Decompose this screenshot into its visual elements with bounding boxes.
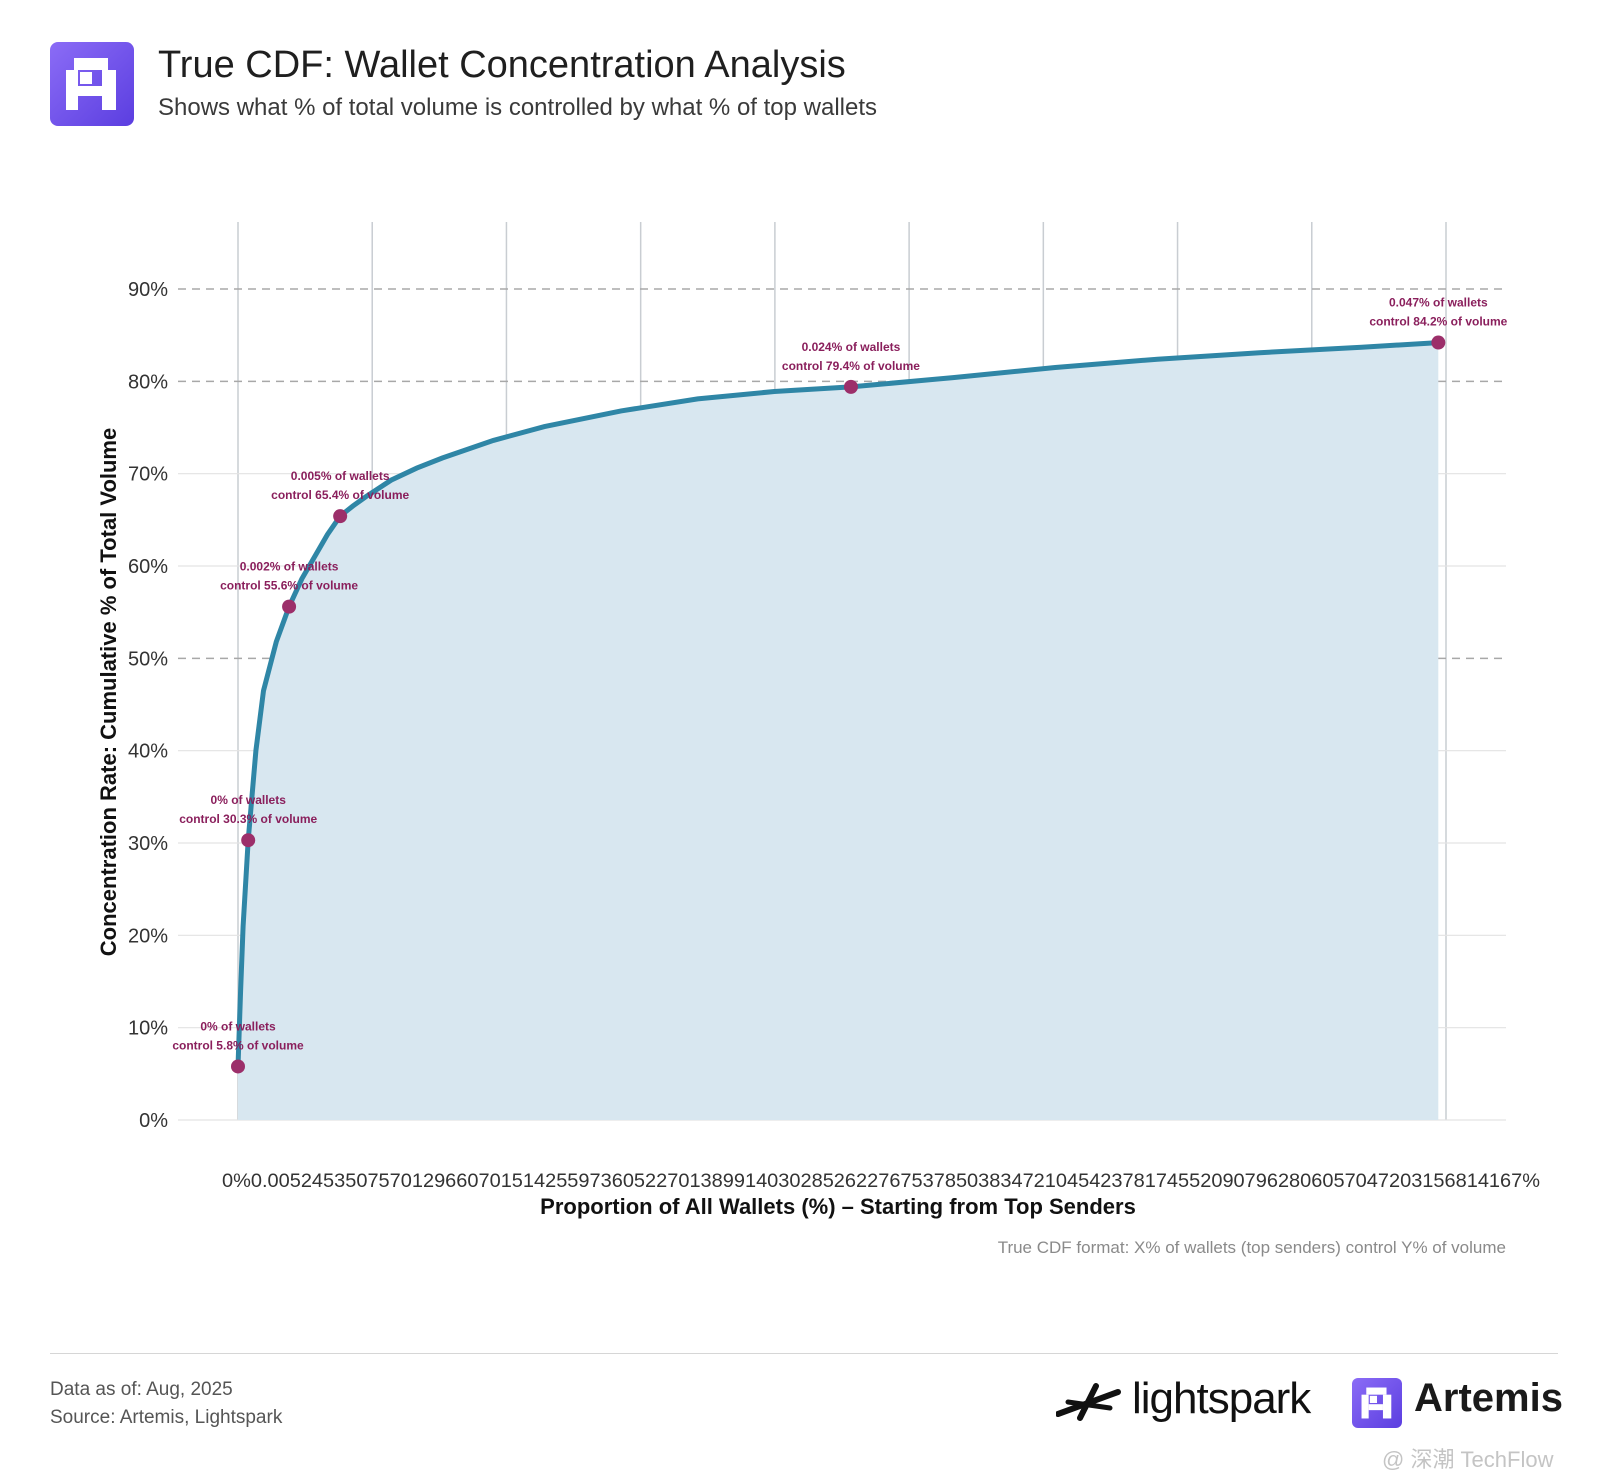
x-axis-tick-labels: 0%0.005245350757012966070151425597360522…: [222, 1171, 1540, 1192]
artemis-logo-icon: [50, 42, 134, 126]
watermark: @ 深潮 TechFlow: [1382, 1447, 1554, 1472]
highlight-point: [282, 599, 297, 614]
y-tick-label: 20%: [128, 925, 168, 947]
highlight-points: [231, 335, 1446, 1074]
y-tick-label: 30%: [128, 833, 168, 855]
y-tick-label: 60%: [128, 556, 168, 578]
footer-info: Data as of: Aug, 2025 Source: Artemis, L…: [50, 1376, 282, 1432]
y-axis-label: Concentration Rate: Cumulative % of Tota…: [96, 428, 121, 956]
x-axis-label: Proportion of All Wallets (%) – Starting…: [540, 1194, 1136, 1219]
cdf-chart: 0% 10% 20% 30% 40% 50% 60% 70% 80% 90% 0% of wall…: [96, 222, 1540, 1257]
point-annotation-line2: control 30.3% of volume: [179, 812, 317, 826]
y-tick-label: 0%: [139, 1110, 168, 1132]
y-tick-label: 90%: [128, 279, 168, 301]
point-annotation-line1: 0.047% of wallets: [1389, 296, 1488, 310]
footer-divider: [50, 1353, 1558, 1354]
annotations: 0% of wallets control 5.8% of volume 0% of…: [172, 296, 1507, 1053]
point-annotation-line1: 0% of wallets: [200, 1019, 276, 1033]
lightspark-wordmark: lightspark: [1132, 1374, 1311, 1423]
point-annotation-line2: control 84.2% of volume: [1369, 315, 1507, 329]
point-annotation-line2: control 79.4% of volume: [782, 359, 920, 373]
point-annotation-line1: 0% of wallets: [211, 793, 287, 807]
y-tick-label: 50%: [128, 648, 168, 670]
chart-note: True CDF format: X% of wallets (top send…: [998, 1238, 1506, 1257]
point-annotation-line2: control 5.8% of volume: [172, 1038, 304, 1052]
data-as-of: Data as of: Aug, 2025: [50, 1379, 233, 1400]
artemis-wordmark: Artemis: [1414, 1376, 1563, 1420]
chart-header: True CDF: Wallet Concentration Analysis …: [50, 42, 1550, 132]
source-line: Source: Artemis, Lightspark: [50, 1407, 283, 1428]
highlight-point: [843, 379, 858, 394]
y-tick-label: 70%: [128, 464, 168, 486]
point-annotation-line1: 0.002% of wallets: [240, 560, 339, 574]
highlight-point: [1431, 335, 1446, 350]
point-annotation-line1: 0.005% of wallets: [291, 469, 390, 483]
y-tick-label: 40%: [128, 741, 168, 763]
highlight-point: [231, 1059, 245, 1074]
highlight-point: [333, 509, 348, 524]
y-tick-label: 10%: [128, 1018, 168, 1040]
highlight-point: [241, 833, 256, 848]
chart-subtitle: Shows what % of total volume is controll…: [158, 94, 878, 121]
y-axis-ticks: 0% 10% 20% 30% 40% 50% 60% 70% 80% 90%: [128, 279, 168, 1132]
point-annotation-line2: control 55.6% of volume: [220, 579, 358, 593]
y-tick-label: 80%: [128, 371, 168, 393]
lightspark-logo-icon: [1056, 1383, 1121, 1421]
point-annotation-line1: 0.024% of wallets: [802, 340, 901, 354]
artemis-mark-icon: [1352, 1378, 1402, 1428]
cdf-line: [235, 340, 1441, 1069]
cdf-area-fill: [238, 342, 1439, 1121]
chart-title: True CDF: Wallet Concentration Analysis: [158, 44, 846, 86]
point-annotation-line2: control 65.4% of volume: [271, 488, 409, 502]
